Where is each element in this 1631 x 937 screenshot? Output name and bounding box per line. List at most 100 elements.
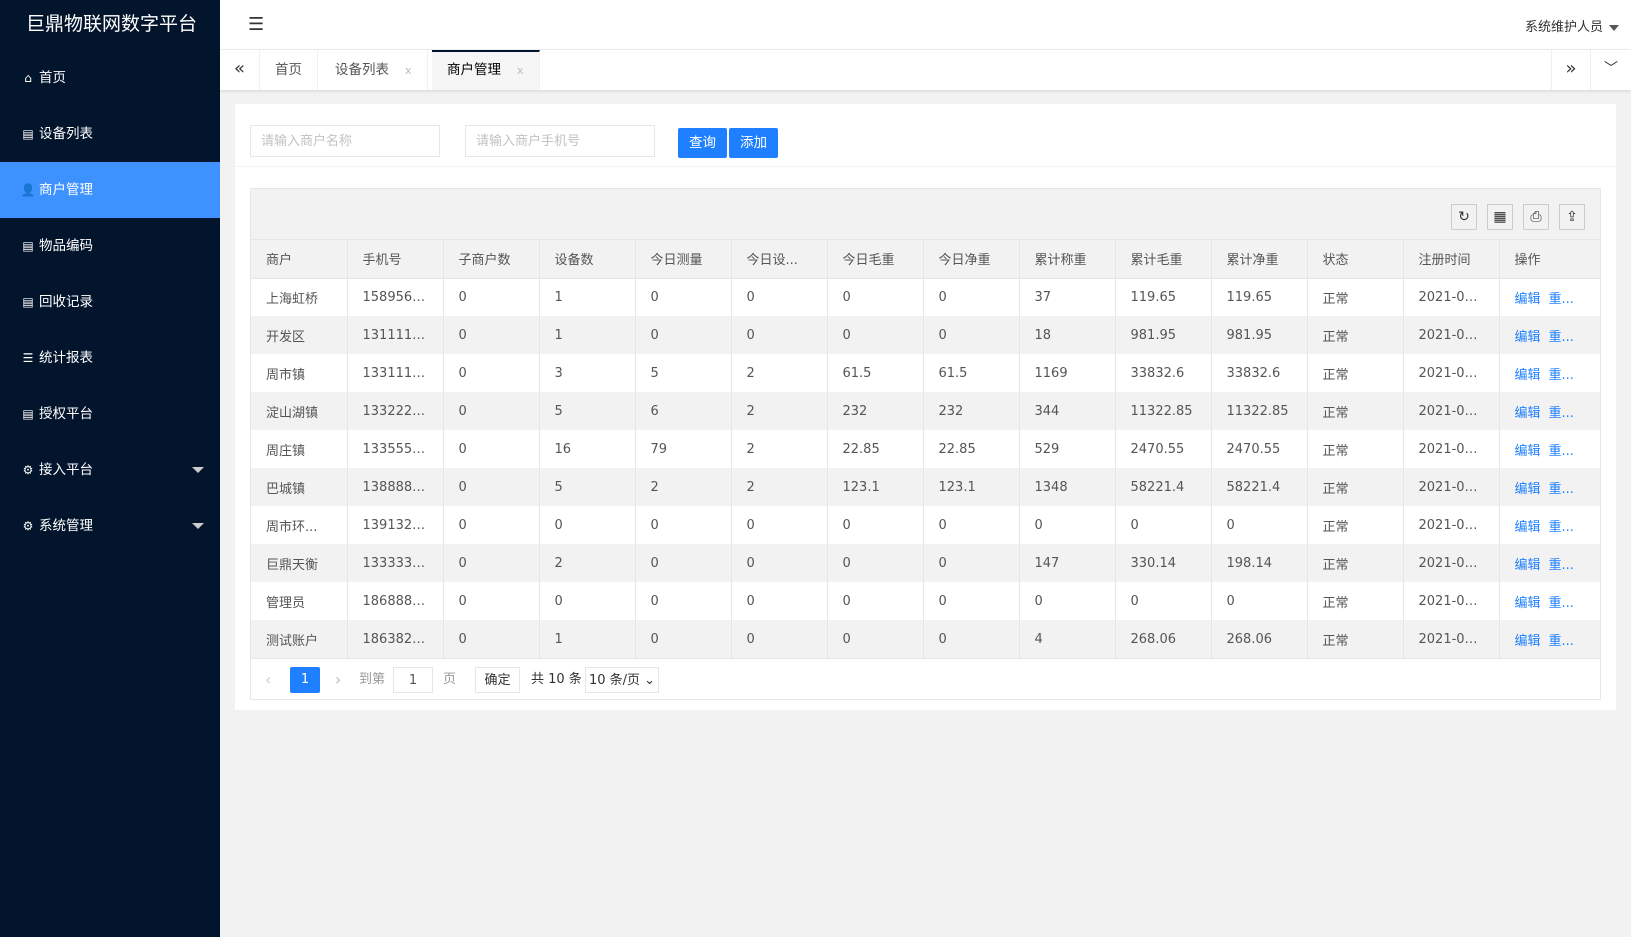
reset-link[interactable]: 重... (1548, 595, 1574, 611)
column-header: 累计净重 (1211, 240, 1308, 279)
table-row: 开发区 1311111... 0 1 0 0 0 0 18 981.95 981.95 正常 2021-… (251, 316, 1600, 354)
actions-cell: 编辑 重... (1499, 316, 1600, 354)
table-cell: 0 (635, 316, 732, 354)
table-cell: 0 (443, 430, 540, 468)
edit-link[interactable]: 编辑 (1514, 329, 1541, 345)
edit-link[interactable]: 编辑 (1514, 557, 1541, 573)
table-cell: 147 (1019, 544, 1116, 582)
export-icon[interactable]: ⇪ (1559, 204, 1585, 230)
table-cell: 58221.4 (1211, 468, 1308, 506)
merchant-name-input[interactable] (250, 125, 440, 157)
table-cell: 2021-05... (1403, 620, 1500, 658)
edit-link[interactable]: 编辑 (1514, 443, 1541, 459)
top-header: ☰ 系统维护人员 (220, 0, 1631, 50)
sidebar-item-label: 首页 (39, 70, 66, 86)
tab-merchant-management[interactable]: 商户管理 x (432, 50, 540, 90)
app-title: 巨鼎物联网数字平台 (26, 13, 198, 35)
refresh-icon[interactable]: ↻ (1451, 204, 1477, 230)
table-cell: 58221.4 (1115, 468, 1212, 506)
sidebar-item-label: 授权平台 (39, 406, 93, 422)
sidebar-item[interactable]: ⚙ 接入平台 (0, 442, 220, 498)
table-cell: 37 (1019, 278, 1116, 316)
table-cell: 0 (827, 316, 924, 354)
sidebar-item[interactable]: ▤ 授权平台 (0, 386, 220, 442)
edit-link[interactable]: 编辑 (1514, 291, 1541, 307)
table-cell: 0 (827, 544, 924, 582)
table-cell: 0 (1019, 582, 1116, 620)
sidebar: 巨鼎物联网数字平台 ⌂ 首页 ▤ 设备列表 👤 商户管理 ▤ 物品编码 ▤ 回收记录 ☰ 统计报表 ▤ 授… (0, 0, 220, 937)
column-header: 子商户数 (443, 240, 540, 279)
table-cell: 1335555... (347, 430, 444, 468)
table-cell: 1311111... (347, 316, 444, 354)
column-header: 操作 (1499, 240, 1600, 279)
pagination: ‹ 1 › 到第 1 页 确定 共 10 条 10 条/页 ⌄ (251, 658, 1600, 699)
sidebar-item[interactable]: ⌂ 首页 (0, 50, 220, 106)
edit-link[interactable]: 编辑 (1514, 595, 1541, 611)
table-cell: 周庄镇 (251, 430, 348, 468)
table-cell: 119.65 (1211, 278, 1308, 316)
table-cell: 18 (1019, 316, 1116, 354)
table-cell: 测试账户 (251, 620, 348, 658)
sidebar-item[interactable]: ⚙ 系统管理 (0, 498, 220, 554)
column-header: 手机号 (347, 240, 444, 279)
tab-device-list[interactable]: 设备列表 x (320, 50, 428, 90)
sidebar-item[interactable]: ▤ 设备列表 (0, 106, 220, 162)
collapse-menu-icon[interactable]: ☰ (248, 14, 265, 35)
prev-page-icon[interactable]: ‹ (265, 670, 272, 689)
page-size-select[interactable]: 10 条/页 ⌄ (585, 667, 659, 693)
reset-link[interactable]: 重... (1548, 519, 1574, 535)
reset-link[interactable]: 重... (1548, 633, 1574, 649)
reset-link[interactable]: 重... (1548, 557, 1574, 573)
reset-link[interactable]: 重... (1548, 291, 1574, 307)
goto-page-input[interactable]: 1 (393, 667, 433, 693)
columns-icon[interactable]: ▦ (1487, 204, 1513, 230)
table-cell: 0 (731, 582, 828, 620)
table-cell: 16 (539, 430, 636, 468)
table-cell: 2021-05... (1403, 316, 1500, 354)
sidebar-item[interactable]: 👤 商户管理 (0, 162, 220, 218)
user-menu[interactable]: 系统维护人员 (1525, 16, 1619, 35)
edit-link[interactable]: 编辑 (1514, 481, 1541, 497)
table-cell: 2021-05... (1403, 354, 1500, 392)
sidebar-item-label: 商户管理 (39, 182, 93, 198)
reset-link[interactable]: 重... (1548, 329, 1574, 345)
caret-down-icon (1609, 24, 1619, 31)
edit-link[interactable]: 编辑 (1514, 633, 1541, 649)
print-icon[interactable]: ⎙ (1523, 204, 1549, 230)
tabs-scroll-left-icon[interactable]: « (220, 50, 260, 90)
confirm-button[interactable]: 确定 (475, 667, 520, 693)
close-icon[interactable]: x (517, 64, 524, 77)
table-cell: 232 (923, 392, 1020, 430)
tabs-scroll-right-icon[interactable]: » (1551, 50, 1591, 90)
sidebar-item[interactable]: ▤ 物品编码 (0, 218, 220, 274)
page-1[interactable]: 1 (290, 667, 320, 693)
table-cell: 123.1 (827, 468, 924, 506)
list-icon: ▤ (22, 127, 34, 141)
actions-cell: 编辑 重... (1499, 544, 1600, 582)
reset-link[interactable]: 重... (1548, 443, 1574, 459)
edit-link[interactable]: 编辑 (1514, 519, 1541, 535)
query-button[interactable]: 查询 (678, 128, 727, 158)
table-cell: 232 (827, 392, 924, 430)
home-icon: ⌂ (24, 71, 32, 85)
sidebar-item[interactable]: ☰ 统计报表 (0, 330, 220, 386)
table-cell: 0 (539, 582, 636, 620)
reset-link[interactable]: 重... (1548, 405, 1574, 421)
tabs-dropdown-icon[interactable]: ﹀ (1604, 61, 1618, 77)
table-cell: 344 (1019, 392, 1116, 430)
sidebar-item[interactable]: ▤ 回收记录 (0, 274, 220, 330)
tab-home[interactable]: 首页 (260, 50, 318, 90)
add-button[interactable]: 添加 (729, 128, 778, 158)
table-cell: 周市镇 (251, 354, 348, 392)
next-page-icon[interactable]: › (335, 670, 342, 689)
edit-link[interactable]: 编辑 (1514, 405, 1541, 421)
edit-link[interactable]: 编辑 (1514, 367, 1541, 383)
table-cell: 0 (923, 506, 1020, 544)
table-cell: 2 (635, 468, 732, 506)
table-cell: 0 (539, 506, 636, 544)
reset-link[interactable]: 重... (1548, 481, 1574, 497)
merchant-phone-input[interactable] (465, 125, 655, 157)
reset-link[interactable]: 重... (1548, 367, 1574, 383)
table-row: 巨鼎天衡 1333333... 0 2 0 0 0 0 147 330.14 198.14 正常 202… (251, 544, 1600, 582)
close-icon[interactable]: x (405, 64, 412, 77)
